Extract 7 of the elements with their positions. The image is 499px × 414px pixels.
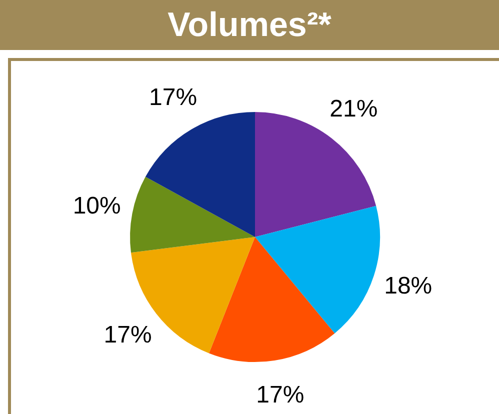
chart-title: Volumes²* xyxy=(0,0,499,50)
data-label: 17% xyxy=(256,382,304,409)
data-label: 10% xyxy=(72,192,121,220)
data-label: 21% xyxy=(330,95,378,122)
data-label: 17% xyxy=(104,321,152,348)
data-label: 18% xyxy=(384,272,432,300)
data-label: 17% xyxy=(149,84,198,112)
